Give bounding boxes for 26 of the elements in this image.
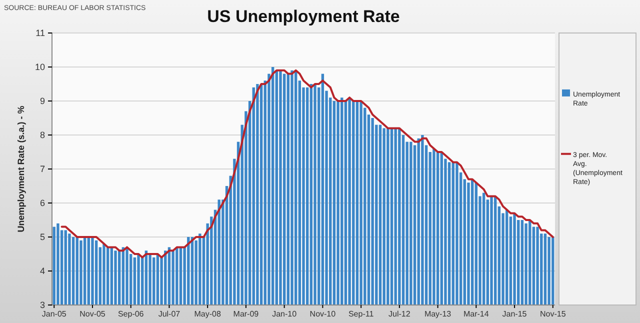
x-tick-label: Nov-05 xyxy=(80,310,106,319)
x-tick-label: Jan-15 xyxy=(502,310,528,319)
y-tick-label: 11 xyxy=(36,28,45,38)
x-tick-label: May-13 xyxy=(424,310,452,319)
y-tick-label: 9 xyxy=(40,96,45,106)
x-tick-label: Jan-05 xyxy=(42,310,67,319)
x-tick-label: Jan-10 xyxy=(272,310,298,319)
y-axis-title: Unemployment Rate (s.a.) - % xyxy=(16,106,26,232)
y-tick-label: 7 xyxy=(40,164,45,174)
x-tick-label: Nov-10 xyxy=(310,310,336,319)
x-tick-label: Sep-06 xyxy=(118,310,144,319)
x-tick-label: Mar-09 xyxy=(233,310,260,319)
x-tick-label: Jul-07 xyxy=(158,310,181,319)
y-tick-label: 10 xyxy=(34,62,45,72)
y-tick-label: 8 xyxy=(40,130,45,140)
y-tick-label: 4 xyxy=(40,266,45,276)
chart-title: US Unemployment Rate xyxy=(207,7,400,26)
y-tick-label: 6 xyxy=(40,198,45,208)
x-tick-label: May-08 xyxy=(194,310,222,319)
y-tick-label: 3 xyxy=(40,300,45,310)
x-tick-label: Jul-12 xyxy=(388,310,411,319)
x-tick-label: Nov-15 xyxy=(540,310,566,319)
line-series xyxy=(60,69,554,258)
y-tick-label: 5 xyxy=(40,232,45,242)
x-tick-label: Sep-11 xyxy=(348,310,374,319)
x-tick-label: Mar-14 xyxy=(463,310,490,319)
